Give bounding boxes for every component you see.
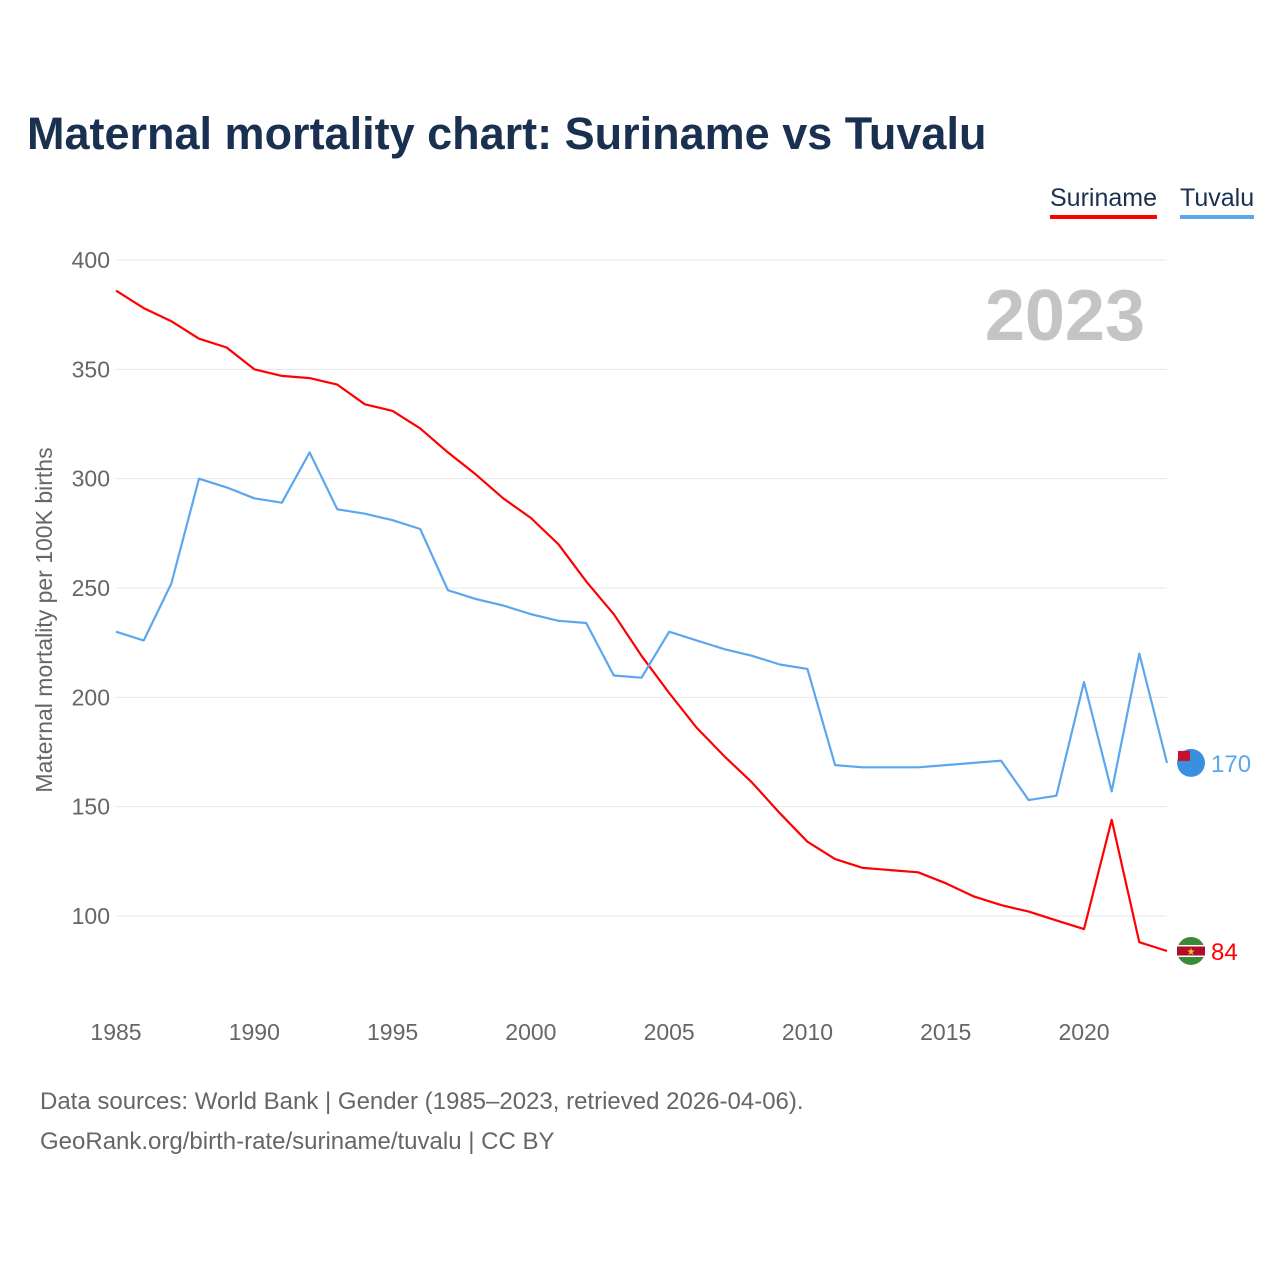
y-tick-label: 200	[72, 684, 110, 710]
y-tick-label: 300	[72, 466, 110, 492]
x-tick-label: 1990	[229, 1019, 280, 1045]
x-tick-label: 1985	[90, 1019, 141, 1045]
series-line-suriname	[115, 289, 1168, 953]
y-tick-label: 100	[72, 903, 110, 929]
flag-stripe	[1177, 946, 1205, 956]
y-tick-label: 150	[72, 794, 110, 820]
y-tick-label: 350	[72, 356, 110, 382]
source-text: Data sources: World Bank | Gender (1985–…	[40, 1088, 804, 1115]
legend-tuvalu[interactable]: Tuvalu	[1180, 184, 1255, 219]
year-label: 2023	[985, 276, 1145, 356]
x-tick-label: 1995	[367, 1019, 418, 1045]
end-value-label-suriname: 84	[1211, 939, 1238, 966]
source-url[interactable]: GeoRank.org/birth-rate/suriname/tuvalu |…	[40, 1128, 555, 1155]
y-tick-label: 250	[72, 575, 110, 601]
x-tick-label: 2005	[644, 1019, 695, 1045]
end-value-label-tuvalu: 170	[1211, 751, 1251, 778]
x-tick-label: 2010	[782, 1019, 833, 1045]
y-tick-label: 400	[72, 247, 110, 273]
x-tick-label: 2015	[920, 1019, 971, 1045]
flag-canton	[1178, 750, 1190, 761]
x-tick-label: 2000	[505, 1019, 556, 1045]
legend-suriname[interactable]: Suriname	[1050, 184, 1157, 219]
series-line-tuvalu	[115, 451, 1169, 802]
x-tick-label: 2020	[1058, 1019, 1109, 1045]
chart-title: Maternal mortality chart: Suriname vs Tu…	[27, 108, 987, 159]
flag-star: ★	[1187, 947, 1196, 958]
y-axis-label: Maternal mortality per 100K births	[31, 447, 57, 792]
